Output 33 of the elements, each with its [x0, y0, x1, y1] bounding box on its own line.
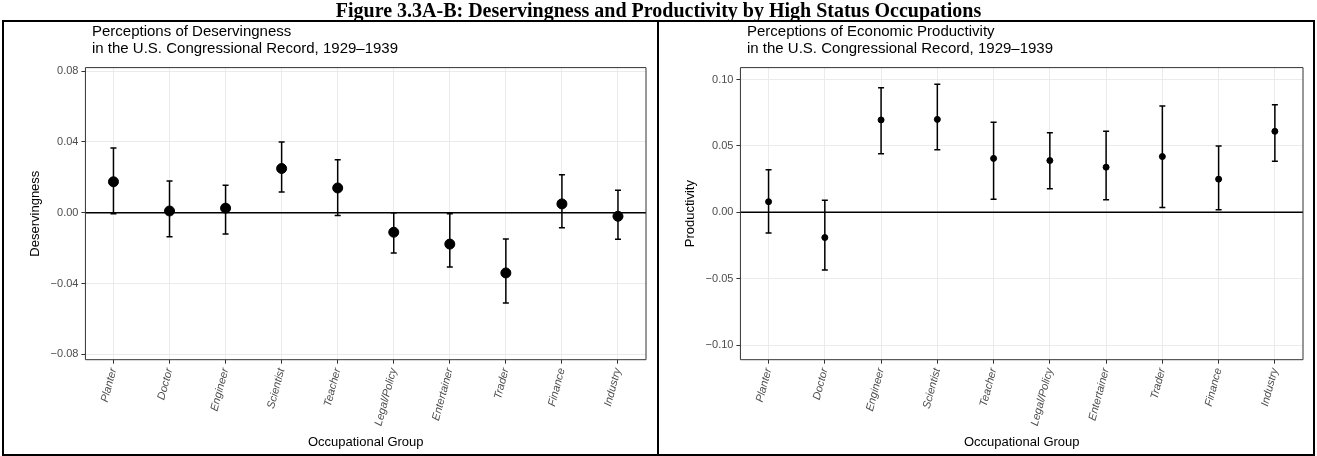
y-tick-label: −0.10 [705, 338, 734, 351]
x-tick-label: Teacher [320, 365, 343, 408]
x-tick-label: Doctor [154, 365, 175, 402]
y-tick-label: −0.04 [50, 276, 79, 289]
x-tick-label: Doctor [809, 365, 831, 402]
y-axis-title: Deservingness [27, 170, 43, 257]
x-axis-title: Occupational Group [963, 433, 1080, 449]
chart-title: Perceptions of Deservingness in the U.S. Congressional Record, 1929–1939 [92, 22, 399, 56]
x-tick-label: Industry [601, 365, 624, 408]
x-tick-label: Engineer [862, 365, 887, 413]
x-tick-label: Teacher [976, 365, 999, 408]
x-tick-label: Trader [1147, 365, 1168, 401]
x-tick-label: Finance [545, 366, 567, 408]
y-tick-label: 0.04 [57, 134, 79, 147]
x-tick-label: Planter [97, 365, 119, 404]
y-tick-label: 0.00 [57, 205, 79, 218]
x-tick-label: Trader [490, 365, 512, 401]
y-tick-label: 0.10 [712, 72, 734, 85]
y-axis-title: Productivity [682, 179, 698, 248]
caption: Figure 3.3A-B: Deservingness and Productivity by High Status Occupations [334, 0, 983, 21]
x-axis-title: Occupational Group [307, 433, 424, 449]
y-tick-label: −0.05 [705, 271, 734, 284]
x-tick-label: Planter [752, 365, 774, 404]
x-tick-label: Engineer [207, 365, 231, 413]
chart-title: Perceptions of Economic Productivity in the U.S. Congressional Record, 1929–1939 [747, 22, 1054, 56]
x-tick-label: Scientist [264, 365, 287, 410]
y-tick-label: −0.08 [50, 347, 79, 360]
y-tick-label: 0.08 [57, 64, 79, 77]
y-tick-label: 0.00 [712, 205, 734, 218]
x-tick-label: Finance [1201, 366, 1224, 408]
x-tick-label: Industry [1258, 365, 1281, 408]
x-tick-label: Scientist [919, 365, 943, 410]
y-tick-label: 0.05 [712, 138, 734, 151]
